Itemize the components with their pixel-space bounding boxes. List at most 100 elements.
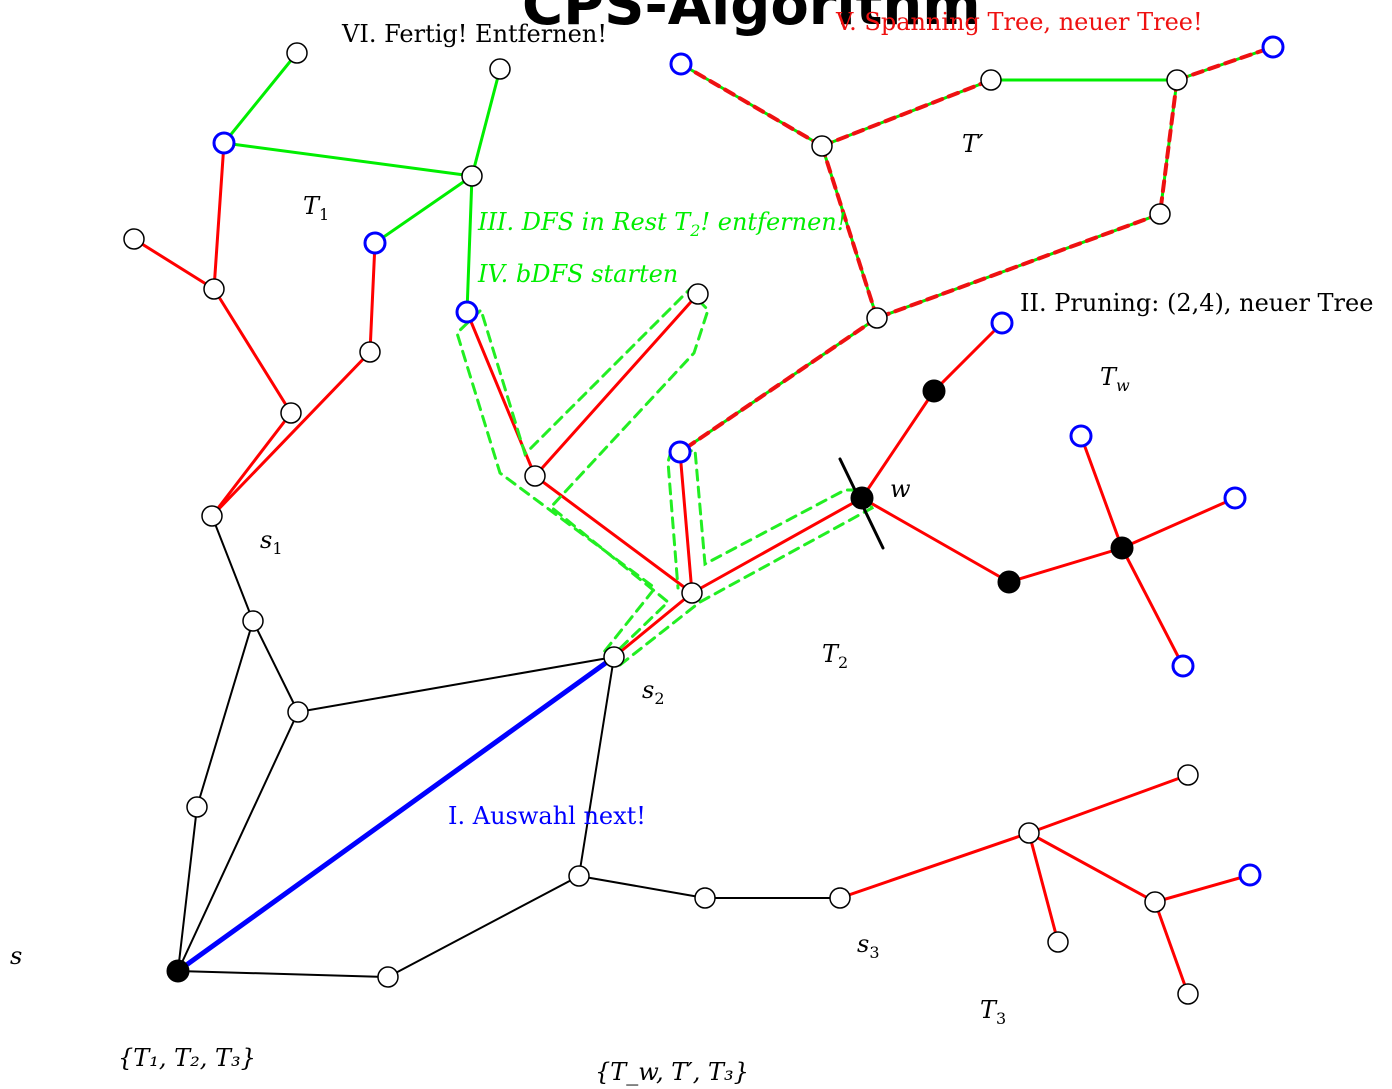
black-edges xyxy=(177,515,841,978)
edge xyxy=(875,212,1162,320)
edge xyxy=(678,316,879,454)
set-label-1: {T₁, T₂, T₃} xyxy=(118,1044,256,1072)
edge xyxy=(678,450,694,595)
edge xyxy=(932,321,1004,393)
node xyxy=(980,69,1002,91)
node-s3 xyxy=(829,887,851,909)
edge xyxy=(820,78,993,148)
label-t2-main: T xyxy=(822,640,840,668)
edge xyxy=(212,141,226,291)
edge xyxy=(1007,546,1124,584)
node xyxy=(489,58,511,80)
edge xyxy=(387,875,580,978)
edge xyxy=(1027,831,1157,904)
tree-t3-red-edges xyxy=(838,773,1252,996)
edge xyxy=(210,350,372,518)
node xyxy=(1149,203,1171,225)
node xyxy=(1177,764,1199,786)
node-filled xyxy=(997,570,1021,594)
label-s3: s3 xyxy=(857,930,880,962)
node xyxy=(866,307,888,329)
edge xyxy=(132,237,216,291)
leaf-node-blue xyxy=(1238,863,1262,887)
node-s-filled xyxy=(166,959,190,983)
dfs-outline-left xyxy=(455,287,710,662)
edge xyxy=(210,411,293,518)
dfs-dashed-outline xyxy=(455,287,875,667)
edge xyxy=(838,831,1031,900)
label-s2-sub: 2 xyxy=(654,689,664,708)
step-2-label: II. Pruning: (2,4), neuer Tree xyxy=(1020,289,1373,317)
edge xyxy=(1079,434,1124,550)
label-tw-sub: w xyxy=(1116,376,1130,395)
edge xyxy=(533,474,694,595)
label-t1-main: T xyxy=(303,192,321,220)
label-t1: T1 xyxy=(303,192,329,224)
edge xyxy=(211,515,254,622)
edge xyxy=(252,620,299,713)
edge xyxy=(1153,873,1252,904)
edge xyxy=(368,241,377,354)
node xyxy=(242,610,264,632)
step-6-label: VI. Fertig! Entfernen! xyxy=(341,20,607,48)
label-tprime: T′ xyxy=(962,130,984,158)
node xyxy=(186,796,208,818)
edge xyxy=(465,174,474,314)
selected-edge-blue xyxy=(175,654,617,974)
label-tw-main: T xyxy=(1100,363,1118,391)
edge xyxy=(1120,496,1237,550)
node xyxy=(286,42,308,64)
step-3-subscript: 2 xyxy=(689,221,700,240)
node xyxy=(280,402,302,424)
step-5-label: V. Spanning Tree, neuer Tree! xyxy=(835,8,1203,36)
node xyxy=(377,966,399,988)
label-t2-sub: 2 xyxy=(838,653,848,672)
edge xyxy=(177,970,389,978)
node xyxy=(687,283,709,305)
node xyxy=(694,887,716,909)
edge xyxy=(679,62,824,148)
node-filled xyxy=(1110,536,1134,560)
edge xyxy=(578,656,615,877)
label-s1-main: s xyxy=(260,526,272,554)
node xyxy=(1018,822,1040,844)
edge xyxy=(690,496,864,595)
label-tw: Tw xyxy=(1100,363,1130,395)
edge xyxy=(1175,45,1275,82)
node xyxy=(1166,69,1188,91)
node xyxy=(681,582,703,604)
label-s2: s2 xyxy=(642,676,665,708)
diagram-title: CPS-Algorithm xyxy=(522,0,981,38)
edge xyxy=(820,144,879,320)
edge xyxy=(533,292,700,478)
label-w: w xyxy=(890,475,911,503)
edge xyxy=(860,496,1011,584)
label-s3-sub: 3 xyxy=(869,943,879,962)
node xyxy=(461,165,483,187)
label-t3-sub: 3 xyxy=(996,1009,1006,1028)
step-3-text: III. DFS in Rest T xyxy=(477,208,692,236)
edge xyxy=(177,711,299,972)
leaf-node-blue xyxy=(363,231,387,255)
node xyxy=(287,701,309,723)
tree-t1-green-edges xyxy=(222,51,502,314)
leaf-node-blue xyxy=(668,440,692,464)
label-t3-main: T xyxy=(980,996,998,1024)
dfs-outline-right xyxy=(618,448,875,667)
edge xyxy=(222,141,474,178)
node-w-filled xyxy=(850,486,874,510)
edge xyxy=(196,620,254,808)
label-s1-sub: 1 xyxy=(272,539,282,558)
edge xyxy=(1158,78,1179,216)
leaf-node-blue xyxy=(455,300,479,324)
node xyxy=(359,341,381,363)
label-t1-sub: 1 xyxy=(319,205,329,224)
leaf-node-blue xyxy=(1223,486,1247,510)
label-t2: T2 xyxy=(822,640,848,672)
edge xyxy=(297,656,615,713)
node xyxy=(811,135,833,157)
label-s: s xyxy=(10,942,22,970)
node xyxy=(568,865,590,887)
label-s2-main: s xyxy=(642,676,654,704)
